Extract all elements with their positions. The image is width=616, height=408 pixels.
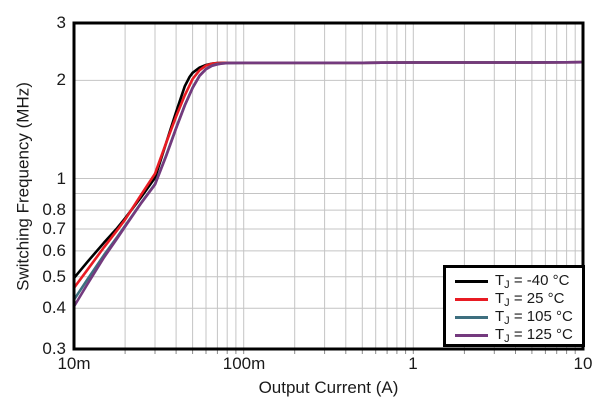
x-tick-label: 100m <box>222 354 266 373</box>
y-tick-label: 3 <box>56 13 66 32</box>
series-line <box>72 60 585 280</box>
x-axis-title: Output Current (A) <box>258 378 399 397</box>
y-tick-label: 1 <box>56 169 66 188</box>
x-tick-label: 10 <box>573 354 593 373</box>
y-tick-label: 0.3 <box>42 339 66 358</box>
legend-row: TJ = 25 °C <box>455 289 582 309</box>
legend-row: TJ = 125 °C <box>455 325 582 345</box>
legend-line-sample <box>455 279 488 283</box>
y-tick-label: 0.6 <box>42 241 66 260</box>
y-tick-label: 0.8 <box>42 200 66 219</box>
legend-line-sample <box>455 297 488 301</box>
y-tick-label: 0.4 <box>42 298 66 317</box>
legend-label: TJ = 125 °C <box>495 325 573 345</box>
x-tick-label: 1 <box>408 354 418 373</box>
legend-row: TJ = 105 °C <box>455 307 582 327</box>
plot-border <box>72 21 585 351</box>
legend-label: TJ = 105 °C <box>495 307 573 327</box>
y-tick-label: 0.5 <box>42 267 66 286</box>
legend-row: TJ = -40 °C <box>455 271 582 291</box>
legend-line-sample <box>455 315 488 319</box>
y-tick-label: 2 <box>56 70 66 89</box>
y-tick-label: 0.7 <box>42 219 66 238</box>
series-line <box>72 60 585 308</box>
legend-line-sample <box>455 333 488 337</box>
x-tick-label: 10m <box>57 354 91 373</box>
legend: TJ = -40 °C TJ = 25 °C TJ = 105 °C TJ = 125… <box>443 265 585 347</box>
series-line <box>72 60 585 290</box>
legend-label: TJ = -40 °C <box>495 271 570 291</box>
legend-label: TJ = 25 °C <box>495 289 565 309</box>
